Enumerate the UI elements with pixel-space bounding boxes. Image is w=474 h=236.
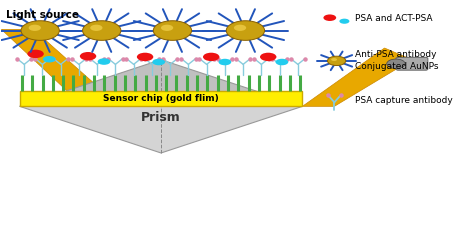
Text: PSA capture antibody: PSA capture antibody bbox=[355, 96, 453, 105]
FancyBboxPatch shape bbox=[19, 91, 302, 106]
Circle shape bbox=[387, 59, 405, 68]
Polygon shape bbox=[1, 29, 120, 106]
FancyBboxPatch shape bbox=[396, 57, 428, 70]
Circle shape bbox=[90, 25, 102, 31]
Polygon shape bbox=[19, 60, 302, 106]
Text: Prism: Prism bbox=[141, 111, 181, 125]
Circle shape bbox=[82, 21, 121, 40]
Circle shape bbox=[28, 25, 41, 31]
Circle shape bbox=[275, 59, 288, 65]
Circle shape bbox=[21, 21, 59, 40]
Text: Anti-PSA antibody
Conjugated AuNPs: Anti-PSA antibody Conjugated AuNPs bbox=[355, 51, 438, 71]
Text: Light source: Light source bbox=[6, 10, 79, 20]
Circle shape bbox=[328, 56, 346, 66]
Circle shape bbox=[339, 19, 349, 24]
Circle shape bbox=[98, 58, 110, 65]
Circle shape bbox=[137, 53, 153, 61]
Circle shape bbox=[27, 50, 44, 58]
Circle shape bbox=[331, 58, 337, 61]
Circle shape bbox=[226, 21, 264, 40]
Circle shape bbox=[234, 25, 246, 31]
Circle shape bbox=[219, 59, 231, 65]
Polygon shape bbox=[302, 48, 412, 106]
Circle shape bbox=[153, 21, 191, 40]
Text: Sensor chip (gold flim): Sensor chip (gold flim) bbox=[103, 94, 219, 103]
Circle shape bbox=[152, 59, 165, 65]
Circle shape bbox=[323, 14, 336, 21]
Circle shape bbox=[161, 25, 173, 31]
Polygon shape bbox=[19, 106, 302, 153]
Circle shape bbox=[203, 53, 219, 61]
Circle shape bbox=[43, 56, 55, 63]
Circle shape bbox=[80, 52, 96, 60]
Text: PSA and ACT-PSA: PSA and ACT-PSA bbox=[355, 14, 432, 23]
Circle shape bbox=[260, 53, 276, 61]
